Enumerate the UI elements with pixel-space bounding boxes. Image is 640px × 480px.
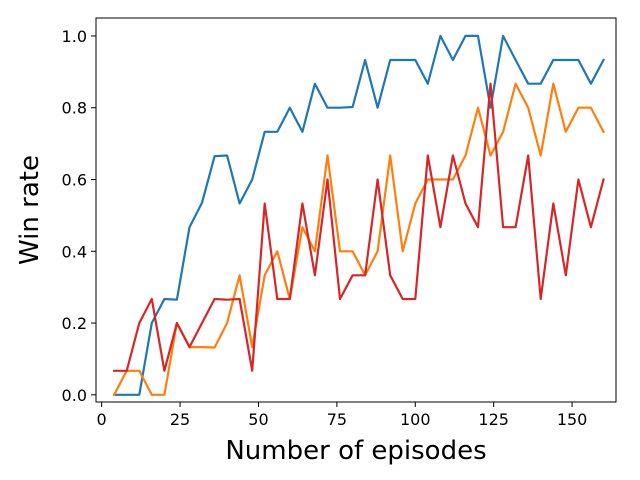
y-axis-ticks: 0.0 0.2 0.4 0.6 0.8 1.0 [62,27,96,405]
series-layer [112,34,605,397]
y-tick-label: 1.0 [62,27,87,46]
x-tick-label: 125 [478,410,509,429]
y-tick-label: 0.4 [62,242,87,261]
y-tick-label: 0.2 [62,314,87,333]
series-line-1 [113,34,605,396]
x-tick-label: 75 [327,410,347,429]
y-tick-label: 0.0 [62,386,87,405]
x-axis-ticks: 0 25 50 75 100 125 150 [97,402,588,429]
plot-frame [95,17,617,403]
y-tick-label: 0.6 [62,170,87,189]
series-line-3 [113,82,605,372]
x-tick-label: 0 [97,410,107,429]
x-tick-label: 25 [170,410,190,429]
y-tick-label: 0.8 [62,99,87,118]
x-tick-label: 50 [248,410,268,429]
x-tick-label: 100 [400,410,431,429]
x-tick-label: 150 [557,410,588,429]
x-axis-title: Number of episodes [225,436,486,466]
series-line-2 [112,82,605,397]
y-axis-title: Win rate [15,155,45,265]
